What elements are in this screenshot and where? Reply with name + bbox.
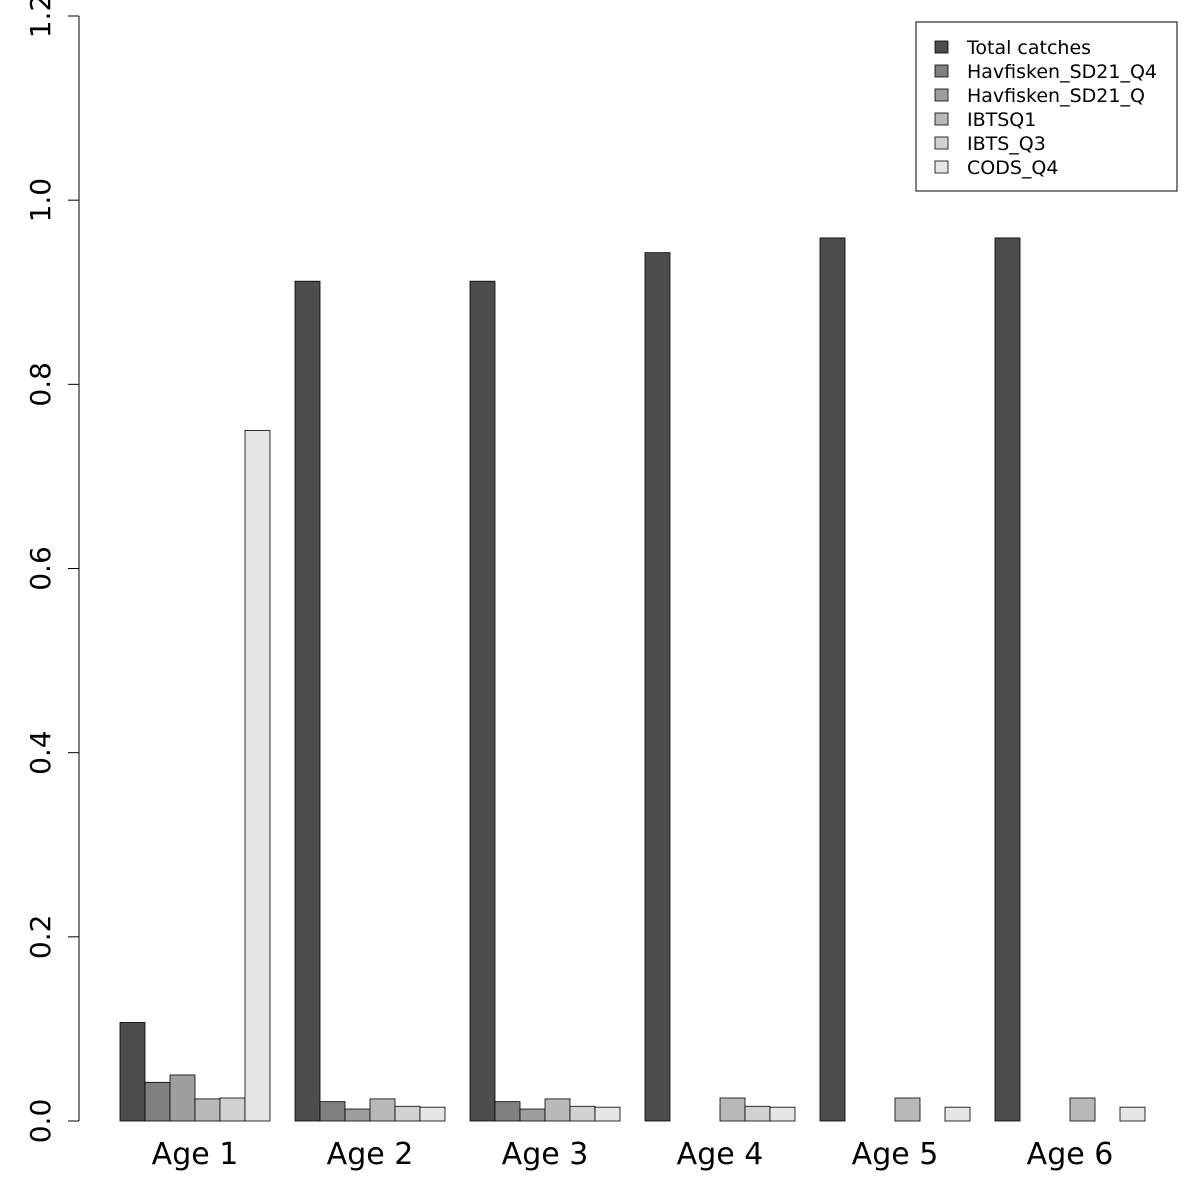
legend-label: IBTS_Q3: [967, 133, 1046, 155]
legend-swatch: [934, 112, 949, 126]
legend-swatch: [934, 88, 949, 102]
category-label: Age 1: [152, 1137, 239, 1172]
bar: [994, 237, 1021, 1122]
bar: [294, 280, 321, 1122]
bar: [119, 1022, 146, 1122]
bar: [944, 1106, 971, 1122]
category-label: Age 2: [327, 1137, 414, 1172]
y-axis: 0.0 0.2 0.4 0.6 0.8 1.0 1.2: [24, 0, 80, 1144]
bar: [394, 1105, 421, 1122]
bar: [144, 1081, 171, 1122]
legend-label: Havfisken_SD21_Q4: [967, 61, 1157, 83]
y-tick-label: 1.0: [24, 178, 57, 223]
legend-box: [915, 21, 1178, 192]
bar: [169, 1074, 196, 1122]
category-label: Age 5: [852, 1137, 939, 1172]
bar: [194, 1098, 221, 1122]
category-label: Age 6: [1027, 1137, 1114, 1172]
bar: [319, 1101, 346, 1122]
category-label: Age 3: [502, 1137, 589, 1172]
legend-label: IBTSQ1: [967, 109, 1036, 131]
bar: [344, 1108, 371, 1122]
bar: [744, 1105, 771, 1122]
legend-label: Havfisken_SD21_Q: [967, 85, 1145, 107]
bar: [644, 252, 671, 1122]
category-labels: Age 1 Age 2 Age 3 Age 4 Age 5 Age 6: [152, 1137, 1114, 1172]
bar: [569, 1105, 596, 1122]
bar: [419, 1106, 446, 1122]
category-label: Age 4: [677, 1137, 764, 1172]
bar: [894, 1097, 921, 1122]
bar: [244, 429, 271, 1122]
legend-swatch: [934, 64, 949, 78]
legend-label: Total catches: [966, 37, 1091, 59]
bar: [519, 1108, 546, 1122]
bars: [119, 237, 1146, 1122]
bar: [494, 1101, 521, 1122]
legend-label: CODS_Q4: [967, 157, 1058, 179]
y-tick-label: 0.8: [24, 362, 57, 407]
bar: [594, 1106, 621, 1122]
y-tick-label: 0.2: [24, 915, 57, 960]
bar: [544, 1098, 571, 1122]
bar: [369, 1098, 396, 1122]
bar: [819, 237, 846, 1122]
legend-swatch: [934, 136, 949, 150]
y-tick-label: 1.2: [24, 0, 57, 38]
y-tick-label: 0.4: [24, 730, 57, 775]
legend: Total catchesHavfisken_SD21_Q4Havfisken_…: [915, 21, 1178, 192]
y-tick-label: 0.0: [24, 1099, 57, 1144]
legend-swatch: [934, 160, 949, 174]
y-tick-label: 0.6: [24, 546, 57, 591]
legend-swatch: [934, 40, 949, 54]
bar: [219, 1097, 246, 1122]
bar: [1119, 1106, 1146, 1122]
bar: [769, 1106, 796, 1122]
bar: [1069, 1097, 1096, 1122]
bar: [719, 1097, 746, 1122]
bar: [469, 280, 496, 1122]
